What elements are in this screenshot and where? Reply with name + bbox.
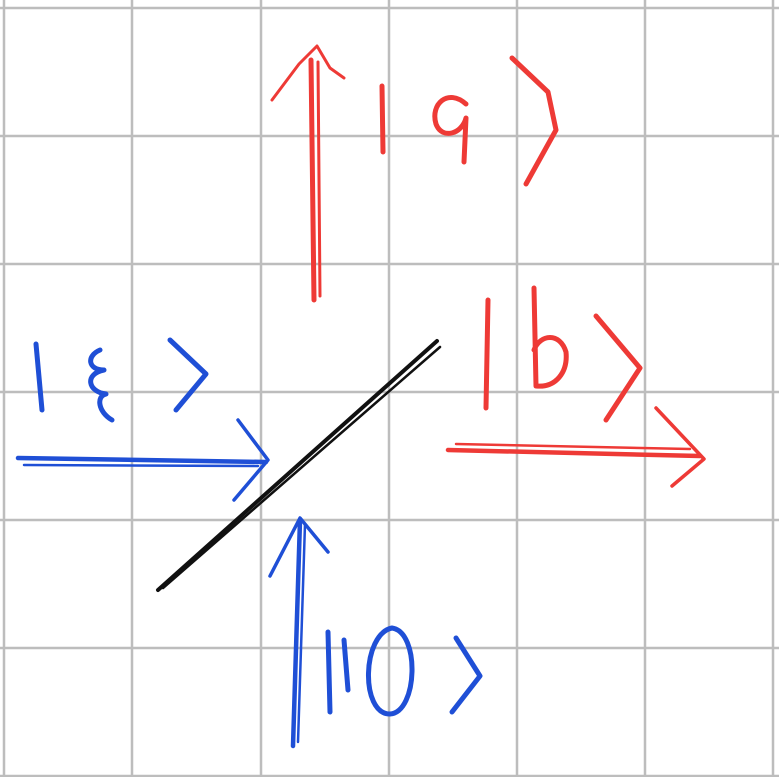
- input-xi-arrow: [15, 418, 270, 502]
- label-output-b: [483, 285, 643, 423]
- input-zero-arrow: [268, 516, 330, 749]
- label-input-zero: [325, 625, 483, 717]
- label-output-a: [379, 55, 559, 187]
- ket-xi-text: |ξ⟩: [32, 338, 114, 412]
- ket-a-text: |a⟩: [378, 84, 464, 158]
- ket-zero-text: |0⟩: [326, 634, 413, 708]
- label-input-xi: [33, 337, 209, 423]
- output-a-arrow: [270, 44, 346, 303]
- output-b-arrow: [445, 406, 706, 488]
- beam-splitter-line: [156, 339, 442, 592]
- ket-b-text: |b⟩: [484, 314, 571, 388]
